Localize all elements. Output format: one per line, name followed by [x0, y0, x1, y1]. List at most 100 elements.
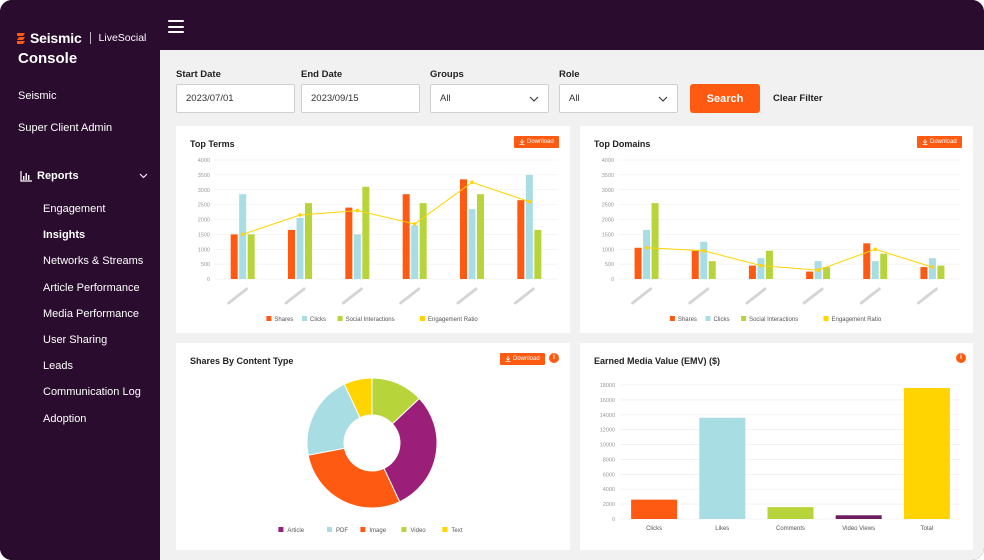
- end-date-label: End Date: [301, 69, 343, 80]
- x-tick-label: [456, 287, 478, 305]
- chevron-down-icon: [658, 96, 668, 102]
- nav-item-article-performance[interactable]: Article Performance: [43, 281, 140, 294]
- nav-reports-label: Reports: [37, 170, 79, 182]
- clear-filter-button[interactable]: Clear Filter: [773, 93, 823, 104]
- end-date-input[interactable]: 2023/09/15: [301, 84, 420, 113]
- sidebar: Seismic LiveSocial Console Seismic Super…: [0, 0, 160, 560]
- engagement-ratio-point: [355, 208, 360, 213]
- top-terms-download-button[interactable]: Download: [514, 136, 559, 148]
- emv-title: Earned Media Value (EMV) ($): [594, 356, 721, 366]
- shares-by-content-type-title: Shares By Content Type: [190, 356, 294, 366]
- nav-item-leads[interactable]: Leads: [43, 360, 73, 373]
- y-tick-label: 14000: [600, 413, 615, 419]
- y-tick-label: 0: [207, 277, 210, 283]
- bar-shares: [345, 207, 353, 279]
- y-tick-label: 500: [605, 262, 614, 268]
- x-tick-label: Clicks: [646, 526, 662, 532]
- legend-swatch: [823, 316, 829, 321]
- bar-social-interactions: [477, 194, 484, 279]
- download-icon: [922, 139, 928, 145]
- y-tick-label: 2500: [198, 203, 210, 209]
- nav-item-media-performance[interactable]: Media Performance: [43, 307, 139, 320]
- x-tick-label: [802, 287, 824, 305]
- engagement-ratio-point: [527, 199, 532, 204]
- legend-swatch: [442, 527, 448, 532]
- top-terms-chart: 0 500 1000 1500 2000 2500 3000 3500 4000 Shares Cl…: [198, 158, 558, 323]
- legend-swatch: [669, 316, 675, 321]
- legend-label: Engagement Ratio: [428, 317, 478, 323]
- y-tick-label: 4000: [602, 158, 614, 164]
- nav-item-communication-log[interactable]: Communication Log: [43, 386, 141, 399]
- engagement-ratio-line: [646, 247, 933, 271]
- y-tick-label: 0: [611, 277, 614, 283]
- legend-swatch: [360, 527, 366, 532]
- brand[interactable]: Seismic LiveSocial: [16, 30, 146, 46]
- legend-swatch: [337, 316, 343, 321]
- nav-item-user-sharing[interactable]: User Sharing: [43, 333, 108, 346]
- legend-swatch: [741, 316, 747, 321]
- y-tick-label: 3500: [602, 173, 614, 179]
- legend-swatch: [302, 316, 307, 321]
- y-tick-label: 500: [201, 262, 210, 268]
- y-tick-label: 6000: [603, 472, 615, 478]
- legend-label: Clicks: [714, 317, 730, 323]
- engagement-ratio-point: [701, 248, 706, 253]
- nav-item-engagement[interactable]: Engagement: [43, 203, 106, 215]
- engagement-ratio-point: [298, 213, 302, 217]
- groups-select[interactable]: All: [430, 84, 549, 113]
- bar-shares: [288, 229, 295, 279]
- role-value: All: [569, 93, 580, 104]
- top-domains-card: Top Domains Download 0 500 1000 1500 2000 250…: [580, 126, 973, 333]
- nav-item-super-client-admin[interactable]: Super Client Admin: [18, 122, 113, 134]
- bar-clicks: [411, 225, 419, 279]
- y-tick-label: 3000: [602, 188, 614, 194]
- nav-reports-toggle[interactable]: Reports: [20, 170, 148, 182]
- engagement-ratio-line: [242, 181, 530, 235]
- role-select[interactable]: All: [559, 84, 678, 113]
- x-tick-label: [399, 287, 421, 305]
- main-content: Start Date 2023/07/01 End Date 2023/09/1…: [160, 50, 984, 560]
- start-date-input[interactable]: 2023/07/01: [176, 84, 295, 113]
- x-tick-label: [513, 287, 535, 305]
- engagement-ratio-point: [759, 263, 763, 268]
- bar-social-interactions: [708, 261, 716, 279]
- bar-shares: [691, 250, 699, 279]
- nav-item-insights[interactable]: Insights: [43, 229, 86, 242]
- end-date-value: 2023/09/15: [311, 93, 359, 104]
- bar-social-interactions: [823, 267, 831, 279]
- bar-clicks: [468, 209, 476, 279]
- download-label: Download: [930, 139, 957, 145]
- y-tick-label: 4000: [603, 487, 615, 493]
- shares-download-button[interactable]: Download: [500, 353, 545, 365]
- nav-item-adoption[interactable]: Adoption: [43, 412, 87, 425]
- y-tick-label: 2000: [602, 218, 614, 224]
- nav-item-networks-streams[interactable]: Networks & Streams: [43, 255, 144, 268]
- legend-label: Image: [369, 528, 386, 534]
- info-icon[interactable]: i: [956, 353, 966, 363]
- legend-label: Video: [410, 528, 426, 534]
- legend-swatch: [420, 316, 425, 321]
- legend-label: Engagement Ratio: [832, 317, 882, 323]
- reports-submenu: Engagement Insights Networks & Streams A…: [43, 200, 143, 436]
- bar-clicks: [643, 229, 651, 279]
- engagement-ratio-point: [240, 232, 245, 237]
- nav-item-seismic[interactable]: Seismic: [18, 90, 57, 102]
- groups-label: Groups: [430, 69, 464, 80]
- search-button[interactable]: Search: [690, 84, 760, 113]
- x-tick-label: [859, 287, 881, 305]
- bar-social-interactions: [937, 265, 945, 279]
- y-tick-label: 4000: [198, 158, 210, 164]
- hamburger-menu-icon[interactable]: [168, 20, 184, 33]
- legend-label: Text: [451, 528, 462, 534]
- y-tick-label: 3500: [198, 173, 210, 179]
- engagement-ratio-point: [816, 268, 820, 272]
- bar-shares: [806, 271, 814, 279]
- info-icon[interactable]: i: [549, 353, 559, 363]
- x-tick-label: [688, 287, 710, 305]
- top-terms-card: Top Terms Download 0 500 1000 1500 2000 2500 3…: [176, 126, 570, 333]
- y-tick-label: 2000: [198, 218, 210, 224]
- top-domains-download-button[interactable]: Download: [917, 136, 962, 148]
- chevron-down-icon: [139, 173, 148, 179]
- top-domains-title: Top Domains: [594, 139, 651, 149]
